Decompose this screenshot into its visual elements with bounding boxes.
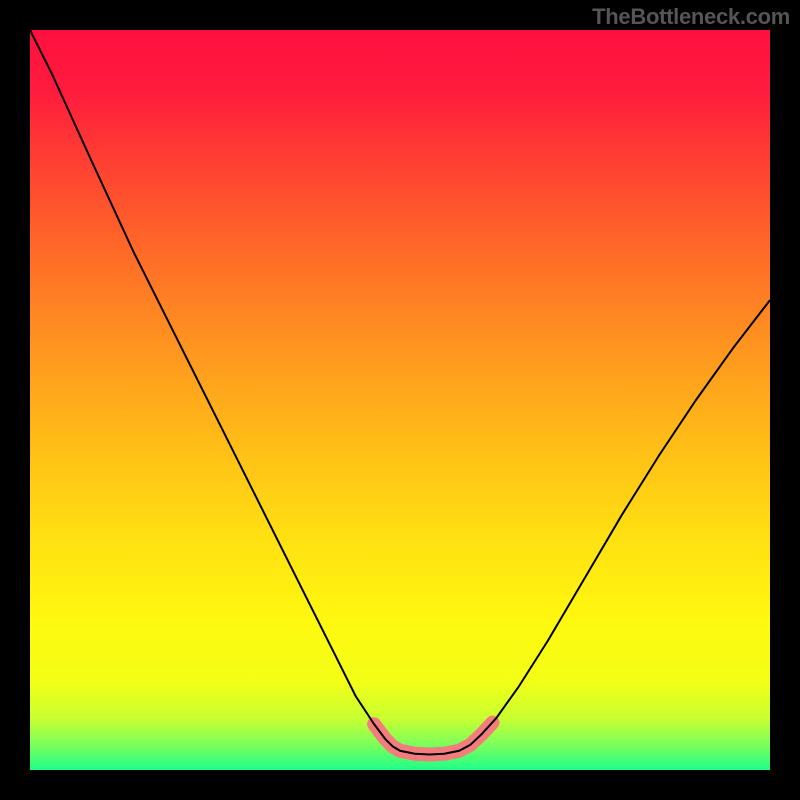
watermark-text: TheBottleneck.com (592, 4, 790, 30)
chart-frame: TheBottleneck.com (0, 0, 800, 800)
chart-gradient-background (30, 30, 770, 770)
bottleneck-chart (0, 0, 800, 800)
